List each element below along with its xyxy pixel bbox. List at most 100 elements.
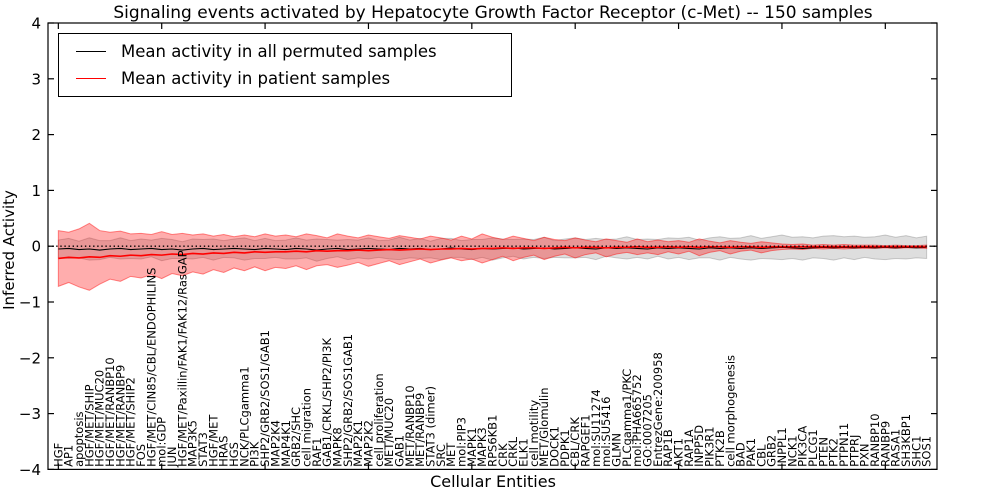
x-category-label: PTEN [816,437,830,467]
x-category-label: GAB1 [392,435,406,467]
x-category-label: SRC [434,444,448,467]
x-axis-ticks [57,23,886,470]
x-category-label: MET/RANBP9 [413,393,427,467]
x-category-label: GLMN [610,433,624,467]
x-category-label: STAT3 (dimer) [423,386,437,467]
x-category-label: PDPK1 [558,429,572,467]
x-category-label: RAP1A [682,429,696,467]
x-category-label: PAK1 [744,438,758,467]
y-axis-label: Inferred Activity [0,190,18,310]
y-tick-label: −1 [19,294,41,312]
x-category-label: CRKL [506,436,520,467]
x-category-label: mol:GDP [155,417,169,467]
x-category-label: RAP1B [661,429,675,467]
x-category-label: PTPRJ [847,435,861,467]
x-category-label: RPS6KB1 [486,415,500,467]
x-category-label: MAP2K1 [351,420,365,467]
x-category-label: HGF/MET/RANBP10 [103,357,117,467]
x-category-label: PTPN11 [837,423,851,467]
x-axis-label: Cellular Entities [430,472,556,491]
x-category-label: RANBP9 [878,421,892,467]
x-category-label: NCK/PLCgamma1 [237,366,251,467]
y-axis-ticks: −4 −3 −2 −1 0 1 2 3 4 [19,15,937,479]
x-category-label: mol:PHA665752 [630,374,644,467]
x-category-label: GO:0007205 [641,394,655,467]
x-category-label: MAP2K4 [268,420,282,467]
x-category-label: PLCG1 [806,429,820,467]
x-category-label: RAF1 [310,438,324,467]
x-category-label: GAB1/CRKL/SHP2/PI3K [320,337,334,466]
x-category-label: HGS [227,442,241,467]
x-category-label: apoptosis [72,411,86,466]
x-category-label: SHP2/GRB2/SOS1/GAB1 [258,330,272,467]
x-category-label: CBL [754,444,768,467]
x-category-label: cell morphogenesis [723,355,737,467]
x-category-label: RANBP10 [868,413,882,466]
x-category-label: NCK1 [785,435,799,467]
x-category-label: SHP2/GRB2/SOS1GAB1 [341,334,355,467]
y-tick-label: −3 [19,405,41,423]
legend-box: Mean activity in all permuted samples Me… [58,33,512,97]
x-category-label: GRB2/SHC [289,407,303,467]
x-category-label: mol:SU11274 [589,389,603,467]
x-category-label: FOS [134,444,148,467]
x-category-label: JUN [165,446,179,467]
legend-entry-label: Mean activity in patient samples [121,69,391,88]
x-category-label: RAPGEF1 [579,414,593,466]
x-category-label: CBL/CRK [568,417,582,467]
x-category-label: DOCK1 [548,426,562,467]
x-category-label: HGF/MET/SHIP [82,384,96,466]
y-tick-label: −2 [19,349,41,367]
x-category-label: AP1 [62,445,76,467]
x-category-label: STAT3 [196,432,210,467]
x-category-label: AKT1 [672,438,686,467]
x-category-label: INPPL1 [775,427,789,467]
legend-entry-permuted: Mean activity in all permuted samples [59,42,511,61]
permuted-line-swatch [76,51,106,52]
y-tick-label: 4 [31,15,41,33]
x-category-label: HGF/MET/MUC20 [93,370,107,467]
x-category-label: HGF/MET/SHIP2 [124,377,138,467]
y-tick-label: 1 [31,182,41,200]
x-category-label: MAP4K1 [279,420,293,467]
x-category-label: HRAS [217,436,231,467]
y-tick-label: 0 [31,238,41,256]
x-category-label: cell motility [527,400,541,467]
x-category-label: MAP3K5 [186,420,200,467]
y-tick-label: −4 [19,461,41,479]
x-category-label: MET/MUC20 [382,398,396,467]
x-category-label: HGF/MET/CIN85/CBL/ENDOPHILINS [144,268,158,467]
y-tick-label: 2 [31,126,41,144]
x-category-label: ELK1 [517,438,531,467]
x-category-label: MAPK3 [475,427,489,467]
x-category-label: EntrezGene:200958 [651,352,665,467]
x-category-label: PI3K [248,441,262,467]
patient-std-band [57,222,928,291]
x-category-label: SH3KBP1 [899,414,913,467]
patient-line-swatch [76,78,106,79]
x-category-label: RASA1 [889,429,903,467]
x-category-label: MAPK1 [465,427,479,467]
x-category-label: SOS1 [920,436,934,467]
x-category-label: MAPK8 [330,427,344,467]
x-category-label: PIK3CA [796,426,810,467]
x-category-label: MAP2K2 [361,420,375,467]
x-category-label: BAD [734,442,748,467]
x-category-label: GRB2 [765,435,779,467]
x-category-label: INPP5D [692,425,706,467]
x-category-label: cell proliferation [372,373,386,467]
x-category-label: PLCgamma1/PKC [620,369,634,467]
x-category-label: PXN [858,443,872,466]
legend-entry-patient: Mean activity in patient samples [59,69,511,88]
x-category-label: PTK2 [827,438,841,467]
x-category-label: mol:SU5416 [599,397,613,467]
x-category-label: HGF/MET/RANBP9 [113,365,127,467]
x-category-label: HGF [51,443,65,467]
x-category-label: mol:PIP3 [454,417,468,467]
x-category-label: cell migration [299,388,313,467]
x-category-label: HGF/MET [206,414,220,467]
x-category-labels: HGFAP1apoptosisHGF/MET/SHIPHGF/MET/MUC20… [51,250,933,468]
x-category-label: CRK [496,443,510,467]
